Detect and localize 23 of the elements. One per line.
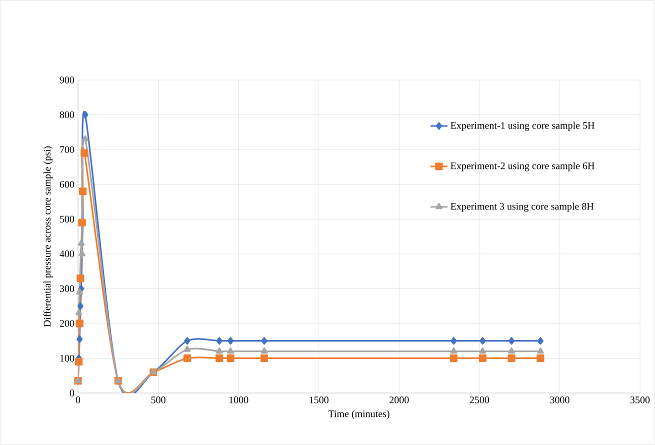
y-tick-label: 800	[60, 111, 74, 118]
y-tick-label: 600	[60, 180, 74, 188]
legend-label: Experiment 3 using core sample 8H	[450, 202, 594, 212]
y-tick-label: 300	[60, 285, 74, 292]
x-tick-label: 3500	[630, 396, 650, 404]
y-tick-label: 900	[60, 76, 74, 84]
x-tick-label: 1000	[229, 396, 248, 404]
y-tick-label: 100	[60, 354, 74, 362]
legend-label: Experiment-1 using core sample 5H	[450, 122, 594, 131]
x-tick-label: 2500	[470, 396, 490, 404]
y-tick-label: 700	[60, 146, 74, 153]
x-tick-label: 3000	[550, 396, 570, 404]
y-tick-label: 500	[60, 216, 74, 222]
y-tick-label: 0	[70, 390, 74, 396]
x-tick-label: 0	[76, 396, 80, 404]
x-tick-label: 500	[151, 396, 166, 404]
y-tick-label: 400	[60, 250, 74, 258]
x-tick-label: 2000	[390, 396, 409, 404]
legend-label: Experiment-2 using core sample 6H	[450, 162, 594, 172]
x-tick-label: 1500	[310, 396, 328, 404]
y-axis-title: Differential pressure across core sample (psi)	[43, 146, 53, 327]
x-axis-title: Time (minutes)	[328, 410, 390, 420]
y-tick-label: 200	[60, 320, 74, 327]
